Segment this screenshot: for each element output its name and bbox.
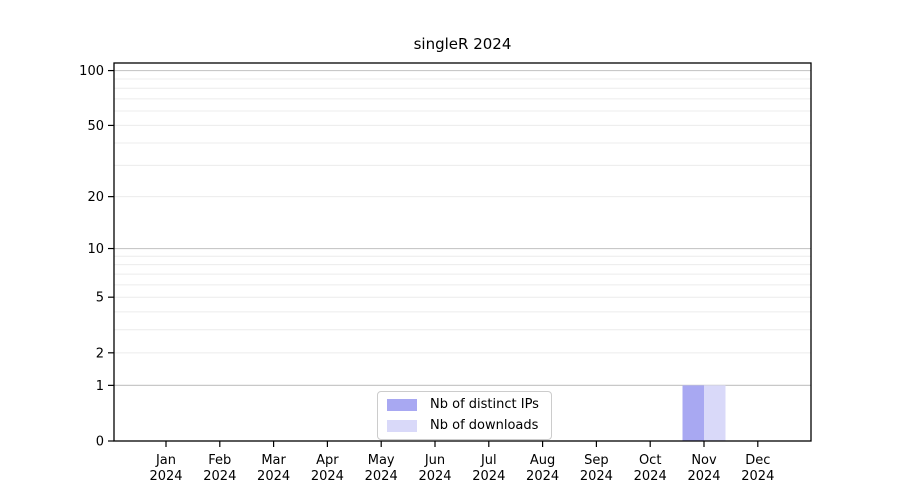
x-tick-label-month: Jul [480, 453, 497, 468]
x-tick-label-year: 2024 [365, 469, 398, 484]
legend-row-distinct-ips: Nb of distinct IPs [387, 397, 539, 413]
x-tick-label-year: 2024 [149, 469, 182, 484]
y-tick-label: 100 [79, 64, 104, 79]
x-tick-label-month: Nov [691, 453, 717, 468]
x-tick-label-month: Jun [424, 453, 445, 468]
bar-downloads [704, 385, 726, 441]
legend-swatch-distinct-ips-icon [387, 399, 417, 411]
x-tick-label-month: Mar [261, 453, 286, 468]
x-tick-label-month: Oct [639, 453, 661, 468]
legend: Nb of distinct IPs Nb of downloads [377, 391, 552, 440]
chart-title: singleR 2024 [413, 35, 512, 53]
x-tick-label-month: Sep [584, 453, 609, 468]
y-tick-label: 2 [96, 346, 104, 361]
legend-label-downloads: Nb of downloads [430, 418, 539, 433]
legend-row-downloads: Nb of downloads [387, 418, 539, 434]
legend-label-distinct-ips: Nb of distinct IPs [430, 397, 539, 412]
bar-distinct-ips [682, 385, 704, 441]
x-tick-label-year: 2024 [580, 469, 613, 484]
x-tick-label-month: Aug [530, 453, 555, 468]
x-tick-label-year: 2024 [634, 469, 667, 484]
x-tick-label-year: 2024 [203, 469, 236, 484]
x-tick-label-year: 2024 [687, 469, 720, 484]
x-tick-label-year: 2024 [311, 469, 344, 484]
x-tick-label-month: Apr [316, 453, 339, 468]
x-tick-label-year: 2024 [741, 469, 774, 484]
y-tick-label: 1 [96, 379, 104, 394]
x-tick-label-month: May [368, 453, 395, 468]
y-tick-label: 10 [87, 242, 104, 257]
plot-border [113, 62, 812, 442]
y-tick-label: 20 [87, 190, 104, 205]
y-tick-label: 0 [96, 435, 104, 450]
legend-swatch-downloads-icon [387, 420, 417, 432]
x-tick-label-year: 2024 [472, 469, 505, 484]
y-tick-label: 5 [96, 291, 104, 306]
x-tick-label-month: Dec [745, 453, 770, 468]
y-tick-label: 50 [87, 119, 104, 134]
x-tick-label-month: Jan [155, 453, 176, 468]
x-tick-label-year: 2024 [418, 469, 451, 484]
x-tick-label-year: 2024 [257, 469, 290, 484]
x-tick-label-year: 2024 [526, 469, 559, 484]
x-tick-label-month: Feb [208, 453, 231, 468]
